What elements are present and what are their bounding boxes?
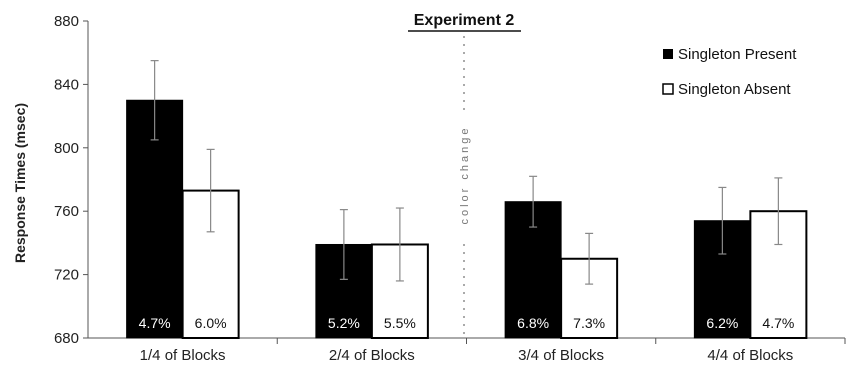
legend-swatch-singleton-absent	[662, 83, 674, 95]
category-label: 4/4 of Blocks	[707, 347, 793, 364]
error-rate-label: 6.0%	[195, 315, 227, 331]
error-rate-label: 5.2%	[328, 315, 360, 331]
color-change-annotation: color change	[456, 36, 472, 338]
error-rate-label: 5.5%	[384, 315, 416, 331]
color-change-label: color change	[459, 126, 471, 225]
error-rate-label: 7.3%	[573, 315, 605, 331]
legend-label-singleton-absent: Singleton Absent	[678, 81, 791, 98]
category-labels: 1/4 of Blocks 2/4 of Blocks 3/4 of Blocks 4…	[140, 347, 794, 364]
y-axis-label: Response Times (msec)	[12, 103, 28, 263]
category-label: 1/4 of Blocks	[140, 347, 226, 364]
chart-title: Experiment 2	[414, 12, 515, 29]
category-label: 3/4 of Blocks	[518, 347, 604, 364]
bars: 4.7% 5.2% 6.8% 6.2% 6.0% 5.5% 7.3% 4.7%	[126, 60, 808, 339]
y-tick-label: 680	[54, 330, 79, 347]
category-label: 2/4 of Blocks	[329, 347, 415, 364]
error-rate-label: 4.7%	[762, 315, 794, 331]
error-rate-label: 6.2%	[706, 315, 738, 331]
y-tick-label: 880	[54, 13, 79, 30]
y-tick-label: 760	[54, 203, 79, 220]
error-rate-label: 6.8%	[517, 315, 549, 331]
color-change-label-bg	[456, 110, 472, 240]
y-tick-label: 800	[54, 140, 79, 157]
y-tick-label: 720	[54, 267, 79, 284]
legend-label-singleton-present: Singleton Present	[678, 46, 797, 63]
error-rate-label: 4.7%	[139, 315, 171, 331]
legend: Singleton Present Singleton Absent	[662, 46, 797, 98]
y-tick-label: 840	[54, 76, 79, 93]
y-tick-labels: 680 720 760 800 840 880	[54, 13, 79, 347]
legend-swatch-singleton-present	[663, 49, 673, 59]
